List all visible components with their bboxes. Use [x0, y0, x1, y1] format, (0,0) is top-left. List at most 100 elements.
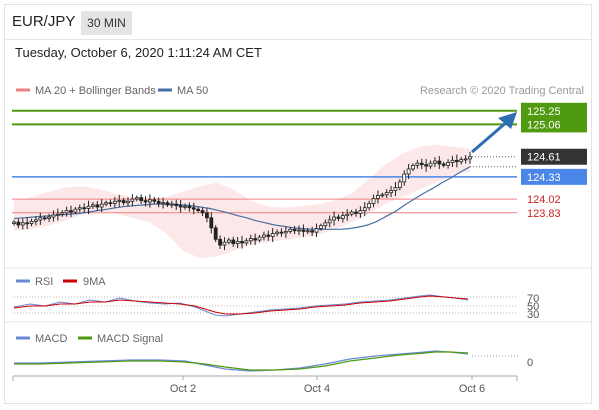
candle-body — [191, 207, 196, 210]
candle-body — [406, 168, 411, 175]
candle-body — [99, 203, 104, 208]
candle-body — [266, 234, 271, 237]
candle-body — [42, 217, 47, 220]
candle-body — [248, 238, 253, 242]
candle-body — [441, 163, 446, 166]
candle-body — [288, 228, 293, 232]
symbol-title: EUR/JPY — [12, 13, 76, 30]
rsi-label-30: 30 — [527, 309, 539, 321]
candle-body — [143, 200, 148, 203]
candle-body — [270, 233, 275, 237]
resistance-label-0: 125.25 — [527, 106, 561, 118]
candle-body — [187, 205, 192, 209]
candle-body — [371, 197, 376, 204]
candle-body — [380, 194, 385, 197]
candle-body — [327, 219, 332, 224]
candle-body — [104, 202, 108, 205]
candle-body — [82, 207, 87, 210]
candle-body — [34, 219, 38, 222]
candle-body — [384, 192, 389, 196]
ma20-legend-label: MA 20 + Bollinger Bands — [35, 85, 156, 97]
candle-body — [305, 230, 310, 233]
candle-body — [340, 215, 345, 219]
candle-body — [336, 216, 341, 219]
candle-body — [38, 217, 43, 221]
candle-body — [231, 239, 236, 245]
candle-body — [283, 231, 288, 234]
current-price-label: 124.61 — [527, 152, 561, 164]
candle-body — [205, 212, 209, 219]
rsi-ma-line — [13, 295, 469, 315]
candle-body — [196, 208, 201, 211]
candle-body — [279, 231, 284, 234]
tick-label-oct4: Oct 4 — [304, 383, 330, 395]
candle-body — [152, 199, 157, 202]
candlesticks — [12, 151, 472, 251]
resistance-label-box — [521, 102, 587, 133]
candle-body — [51, 214, 56, 218]
candle-body — [169, 203, 174, 206]
candle-body — [213, 227, 218, 240]
forecast-arrow-head — [498, 112, 517, 129]
candle-body — [174, 203, 179, 206]
candle-body — [148, 199, 152, 203]
resistance-label-1: 125.06 — [527, 119, 561, 131]
candle-body — [165, 202, 170, 206]
candle-body — [433, 160, 437, 164]
candle-body — [226, 239, 231, 243]
candle-body — [29, 220, 34, 224]
forecast-arrow — [471, 119, 509, 154]
rsi-line — [13, 294, 469, 317]
current-price-box — [521, 148, 587, 165]
tick-label-oct6: Oct 6 — [459, 383, 485, 395]
candle-body — [178, 205, 183, 208]
candle-body — [108, 202, 113, 205]
candle-body — [139, 197, 144, 201]
candle-body — [112, 200, 117, 204]
candle-body — [253, 238, 258, 241]
timeframe-button[interactable]: 30 MIN — [81, 11, 132, 35]
candle-body — [156, 200, 161, 204]
candle-body — [91, 204, 95, 207]
rsi-label-70: 70 — [527, 293, 539, 305]
candle-body — [183, 205, 187, 208]
bollinger-area — [14, 144, 470, 258]
pivot-label: 124.33 — [527, 172, 561, 184]
candle-body — [301, 229, 306, 232]
macd-legend-label: MACD — [35, 333, 67, 345]
tick-label-oct2: Oct 2 — [170, 383, 196, 395]
ma50-line — [13, 166, 517, 230]
candle-body — [332, 216, 336, 221]
rsi-label-50: 50 — [527, 301, 539, 313]
candle-body — [310, 230, 315, 233]
candle-body — [64, 210, 69, 214]
candle-body — [240, 241, 244, 244]
candle-body — [134, 197, 139, 200]
candle-body — [389, 190, 393, 194]
candle-body — [69, 210, 73, 213]
rsi-ma-legend-label: 9MA — [83, 276, 106, 288]
candle-body — [419, 162, 424, 166]
candle-body — [446, 162, 450, 166]
candle-body — [468, 156, 472, 160]
candle-body — [95, 204, 100, 208]
bollinger-bands — [14, 144, 470, 258]
support-label-4: 124.02 — [527, 194, 561, 206]
support-label-5: 123.83 — [527, 208, 561, 220]
candle-body — [428, 162, 433, 167]
candle-body — [218, 238, 222, 246]
candle-body — [345, 213, 350, 217]
candle-body — [450, 159, 455, 163]
candle-body — [47, 216, 51, 219]
candle-body — [126, 200, 130, 204]
candle-body — [463, 158, 468, 161]
candle-body — [77, 207, 82, 210]
candle-body — [362, 207, 367, 212]
candle-body — [459, 159, 464, 163]
pivot-label-box — [521, 168, 587, 185]
candle-body — [292, 228, 297, 232]
candle-body — [297, 229, 301, 232]
candle-body — [393, 187, 398, 191]
